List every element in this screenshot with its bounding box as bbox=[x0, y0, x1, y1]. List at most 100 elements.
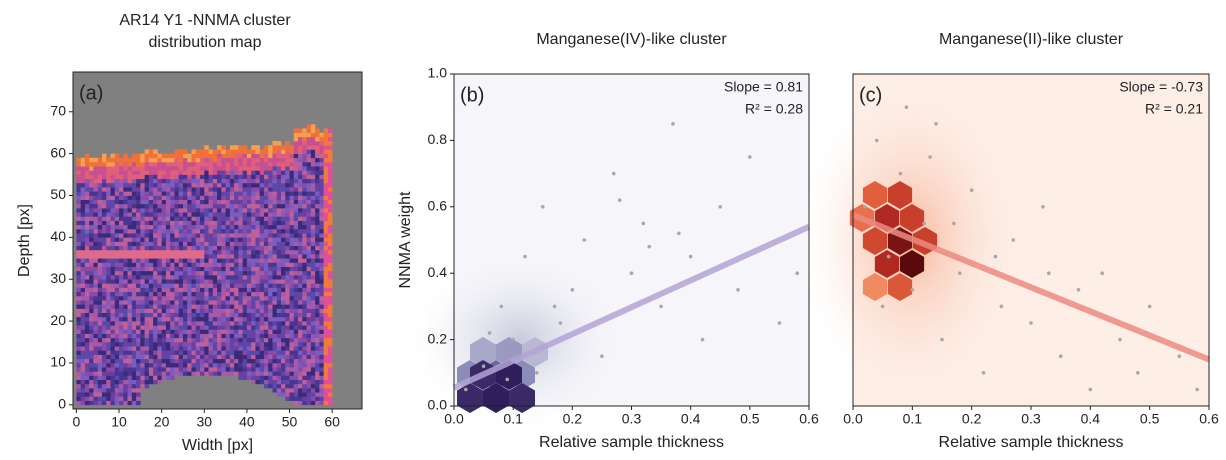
image-pixel bbox=[204, 291, 209, 297]
image-pixel bbox=[302, 392, 307, 397]
image-pixel bbox=[298, 350, 303, 355]
image-pixel bbox=[89, 182, 94, 188]
image-pixel bbox=[200, 178, 205, 184]
image-pixel bbox=[217, 371, 222, 376]
scatter-point bbox=[1177, 354, 1182, 359]
image-pixel bbox=[217, 203, 222, 209]
image-pixel bbox=[153, 350, 158, 355]
scatter-point bbox=[540, 205, 545, 209]
image-pixel bbox=[327, 388, 333, 393]
image-pixel bbox=[302, 333, 307, 339]
image-pixel bbox=[272, 157, 278, 163]
image-pixel bbox=[200, 157, 205, 163]
scatter-point bbox=[582, 238, 586, 242]
image-pixel bbox=[123, 191, 128, 196]
image-pixel bbox=[148, 249, 154, 255]
image-pixel bbox=[323, 295, 329, 301]
image-pixel bbox=[144, 166, 150, 171]
image-pixel bbox=[123, 228, 128, 234]
image-pixel bbox=[114, 228, 120, 234]
image-pixel bbox=[293, 312, 299, 318]
image-pixel bbox=[276, 371, 282, 376]
image-pixel bbox=[221, 270, 226, 276]
image-pixel bbox=[212, 149, 218, 154]
image-pixel bbox=[310, 228, 316, 234]
image-pixel bbox=[114, 166, 120, 171]
image-pixel bbox=[187, 178, 192, 184]
image-pixel bbox=[131, 266, 137, 272]
image-pixel bbox=[285, 312, 290, 318]
image-pixel bbox=[259, 333, 265, 339]
image-pixel bbox=[165, 191, 171, 196]
image-pixel bbox=[221, 321, 226, 326]
image-pixel bbox=[268, 203, 273, 209]
image-pixel bbox=[204, 228, 209, 234]
image-pixel bbox=[225, 312, 231, 318]
image-pixel bbox=[161, 254, 167, 259]
image-pixel bbox=[80, 237, 86, 242]
image-pixel bbox=[97, 270, 103, 276]
image-pixel bbox=[293, 132, 299, 138]
image-pixel bbox=[101, 275, 107, 280]
image-pixel bbox=[285, 275, 290, 280]
image-pixel bbox=[255, 220, 260, 226]
image-pixel bbox=[225, 212, 231, 217]
image-pixel bbox=[204, 245, 209, 251]
x-tick-label: 40 bbox=[239, 414, 255, 430]
image-pixel bbox=[119, 367, 124, 372]
image-pixel bbox=[191, 254, 197, 259]
image-pixel bbox=[106, 392, 111, 397]
image-pixel bbox=[246, 312, 252, 318]
image-pixel bbox=[161, 321, 167, 326]
image-pixel bbox=[110, 295, 116, 301]
image-pixel bbox=[302, 187, 307, 192]
image-pixel bbox=[208, 266, 214, 272]
image-pixel bbox=[315, 195, 320, 200]
image-pixel bbox=[315, 166, 320, 171]
image-pixel bbox=[93, 337, 99, 343]
image-pixel bbox=[302, 195, 307, 200]
image-pixel bbox=[106, 270, 111, 276]
image-pixel bbox=[136, 245, 141, 251]
image-pixel bbox=[153, 233, 158, 238]
image-pixel bbox=[114, 358, 120, 364]
image-pixel bbox=[208, 325, 214, 330]
image-pixel bbox=[161, 262, 167, 267]
image-pixel bbox=[153, 295, 158, 301]
image-pixel bbox=[246, 346, 252, 351]
image-pixel bbox=[315, 254, 320, 259]
image-pixel bbox=[97, 199, 103, 205]
image-pixel bbox=[302, 388, 307, 393]
image-pixel bbox=[182, 342, 188, 347]
image-pixel bbox=[225, 329, 231, 334]
image-pixel bbox=[153, 195, 158, 200]
image-pixel bbox=[246, 241, 252, 247]
image-pixel bbox=[157, 308, 162, 314]
image-pixel bbox=[298, 199, 303, 205]
image-pixel bbox=[319, 149, 324, 154]
image-pixel bbox=[80, 283, 86, 288]
image-pixel bbox=[285, 182, 290, 188]
image-pixel bbox=[123, 233, 128, 238]
image-pixel bbox=[110, 174, 116, 180]
scatter-point bbox=[1029, 321, 1033, 325]
image-pixel bbox=[293, 321, 299, 326]
image-pixel bbox=[106, 379, 111, 385]
image-pixel bbox=[157, 321, 162, 326]
image-pixel bbox=[119, 203, 124, 209]
image-pixel bbox=[319, 153, 324, 159]
image-pixel bbox=[136, 367, 141, 372]
image-pixel bbox=[89, 279, 94, 284]
image-pixel bbox=[285, 191, 290, 196]
image-pixel bbox=[148, 254, 154, 259]
image-pixel bbox=[229, 170, 235, 175]
image-pixel bbox=[251, 367, 256, 372]
image-pixel bbox=[263, 312, 269, 318]
image-pixel bbox=[119, 291, 124, 297]
image-pixel bbox=[276, 170, 282, 175]
image-pixel bbox=[285, 187, 290, 192]
image-pixel bbox=[204, 174, 209, 180]
image-pixel bbox=[259, 266, 265, 272]
image-pixel bbox=[174, 166, 180, 171]
image-pixel bbox=[285, 237, 290, 242]
